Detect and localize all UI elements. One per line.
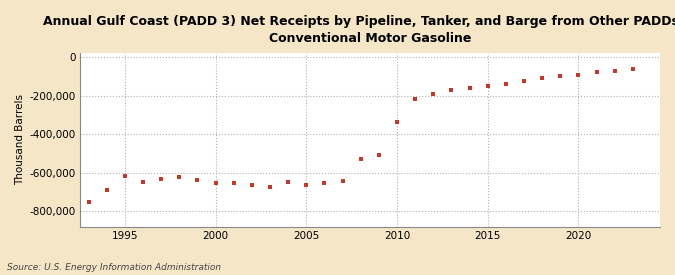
Text: Source: U.S. Energy Information Administration: Source: U.S. Energy Information Administ…	[7, 263, 221, 272]
Title: Annual Gulf Coast (PADD 3) Net Receipts by Pipeline, Tanker, and Barge from Othe: Annual Gulf Coast (PADD 3) Net Receipts …	[43, 15, 675, 45]
Y-axis label: Thousand Barrels: Thousand Barrels	[15, 94, 25, 185]
